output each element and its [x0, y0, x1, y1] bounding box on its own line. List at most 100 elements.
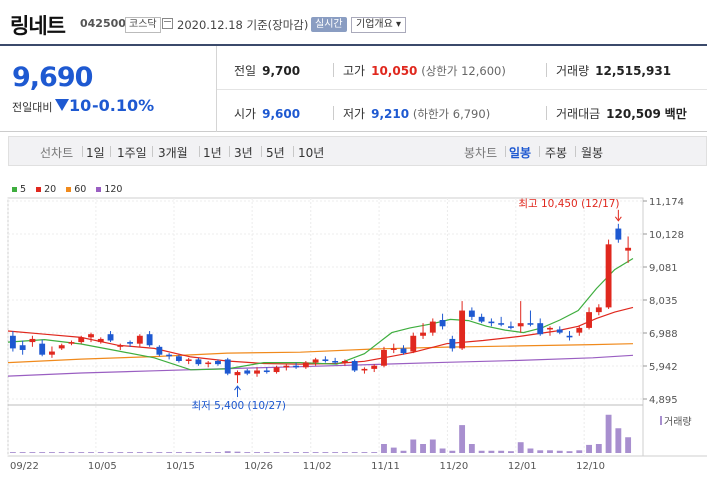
candle-body [332, 361, 339, 363]
y-tick-label: 8,035 [649, 296, 678, 307]
x-tick-label: 11/20 [439, 461, 468, 472]
tab-weekly[interactable]: 주봉 [545, 146, 568, 160]
volume-bar [215, 452, 221, 453]
candle-body [517, 323, 524, 327]
volume-bar [68, 452, 75, 453]
tab-1d[interactable]: 1일 [86, 146, 105, 160]
candle-body [459, 310, 466, 349]
candle-body [390, 348, 397, 350]
tab-daily[interactable]: 일봉 [509, 146, 532, 160]
candle-body [576, 327, 583, 333]
day-high: 고가 10,050 (상한가 12,600) [343, 64, 506, 78]
volume-bar [517, 442, 524, 453]
candle-body [117, 345, 124, 347]
stock-header: 링네트 042500 코스닥 2020.12.18 기준(장마감) 실시간 기업… [0, 0, 707, 42]
candle-body [537, 323, 544, 335]
candle-body [49, 351, 55, 355]
candle-body [205, 362, 212, 365]
tab-divider [152, 146, 153, 157]
x-tick-label: 10/26 [244, 461, 273, 472]
candle-body [478, 316, 485, 322]
tab-divider [575, 146, 576, 157]
volume-bar [586, 444, 592, 453]
volume-bar [97, 452, 104, 453]
change-percent: -0.10% [92, 96, 155, 115]
volume-bar [9, 452, 16, 453]
volume-bar [234, 451, 241, 453]
candle-body [302, 362, 309, 368]
candle-body [371, 365, 378, 369]
volume-bar [254, 452, 260, 453]
volume-bar [459, 425, 466, 453]
candle-body [595, 307, 602, 313]
volume-bar [185, 452, 192, 453]
realtime-button[interactable]: 실시간 [311, 17, 347, 32]
candle-body [322, 359, 329, 362]
candle-body [78, 337, 85, 343]
tab-divider [229, 146, 230, 157]
x-tick-label: 10/05 [88, 461, 117, 472]
volume-bar [556, 450, 563, 453]
y-tick-label: 11,174 [649, 197, 684, 208]
tab-monthly[interactable]: 월봉 [581, 146, 604, 160]
volume-bar [351, 452, 358, 453]
y-tick-label: 4,895 [649, 395, 678, 406]
candle-body [58, 345, 65, 349]
tab-1y[interactable]: 1년 [203, 146, 222, 160]
min-price-label: 최저 5,400 (10/27) [191, 400, 286, 412]
cell-divider [546, 63, 547, 77]
volume-bar [341, 452, 348, 453]
x-tick-label: 09/22 [10, 461, 39, 472]
chart-frame [7, 197, 644, 457]
base-date: 2020.12.18 기준(장마감) [177, 18, 309, 32]
volume-bar [488, 450, 495, 453]
stock-name: 링네트 [10, 14, 66, 38]
candle-body [341, 361, 348, 363]
volume-bar [224, 451, 231, 453]
candle-body [293, 365, 300, 368]
tab-5y[interactable]: 5년 [266, 146, 285, 160]
tab-3m[interactable]: 3개월 [158, 146, 188, 160]
x-tick-label: 12/01 [508, 461, 537, 472]
quote-row-divider [217, 89, 707, 90]
candle-chart-label: 봉차트 [464, 146, 498, 160]
volume-bar [273, 452, 280, 453]
prev-close: 전일 9,700 [234, 64, 301, 78]
volume-bar [322, 452, 329, 453]
volume-bar [166, 452, 173, 453]
volume-bar [195, 452, 202, 453]
max-arrow-head [614, 216, 622, 222]
trade-value: 거래대금 120,509 백만 [556, 107, 687, 121]
volume-bar [156, 452, 163, 453]
tab-divider [293, 146, 294, 157]
candle-body [97, 338, 104, 343]
volume-bar [127, 452, 133, 453]
day-low: 저가 9,210 (하한가 6,790) [343, 107, 491, 121]
volume-bar [332, 452, 339, 453]
candle-body [351, 361, 358, 371]
volume-bar [410, 439, 417, 453]
volume-bar [537, 450, 544, 453]
candle-body [88, 334, 94, 338]
volume-bar [88, 452, 94, 453]
candle-body [39, 343, 46, 355]
candle-body [420, 332, 426, 336]
volume-bar [615, 428, 622, 453]
company-overview-button[interactable]: 기업개요 ▾ [351, 17, 406, 33]
tab-3y[interactable]: 3년 [234, 146, 253, 160]
cell-divider [333, 63, 334, 77]
candle-body [566, 335, 573, 338]
legend-ma5: 5 [12, 184, 26, 195]
ma20-line [7, 306, 634, 365]
y-tick-label: 6,988 [649, 329, 678, 340]
volume-bar [78, 452, 85, 453]
candle-body [107, 334, 114, 341]
tab-divider [261, 146, 262, 157]
volume-bar [49, 452, 55, 453]
tab-10y[interactable]: 10년 [298, 146, 325, 160]
volume-bar [605, 414, 612, 453]
candle-body [9, 335, 16, 349]
candle-body [156, 346, 163, 355]
tab-1w[interactable]: 1주일 [117, 146, 147, 160]
candle-body [625, 247, 632, 251]
